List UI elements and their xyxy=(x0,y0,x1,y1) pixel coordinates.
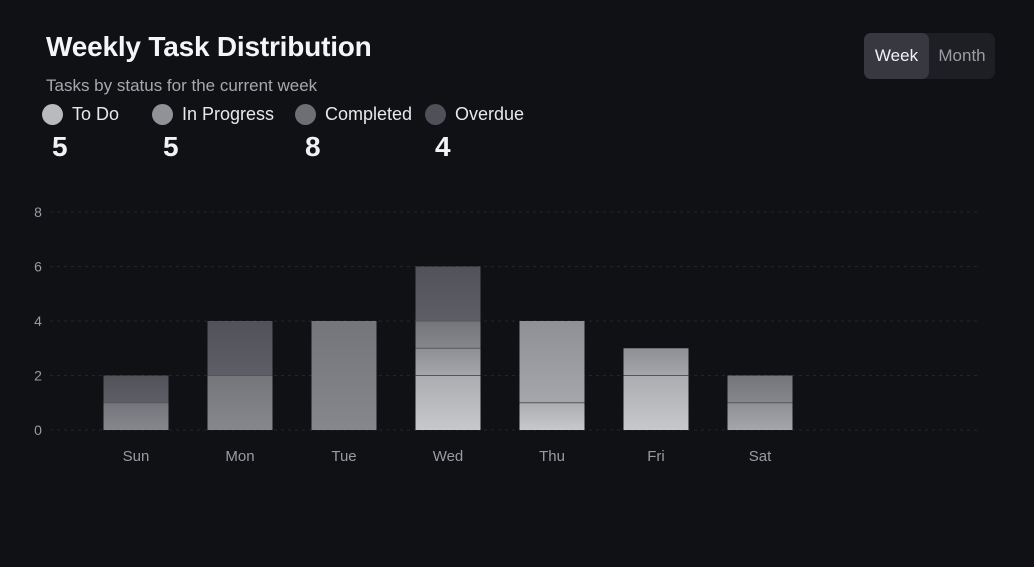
chart-title: Weekly Task Distribution xyxy=(46,31,372,62)
legend-count-overdue: 4 xyxy=(435,131,451,162)
period-toggle: Week Month xyxy=(864,33,995,79)
y-tick-label-6: 6 xyxy=(34,259,42,275)
y-tick-label-0: 0 xyxy=(34,422,42,438)
bar-mon-overdue xyxy=(207,321,273,376)
chart-subtitle: Tasks by status for the current week xyxy=(46,76,318,95)
x-tick-label-fri: Fri xyxy=(647,448,665,465)
bar-sun-overdue xyxy=(103,375,169,403)
x-tick-label-mon: Mon xyxy=(225,448,254,465)
bar-thu-to-do xyxy=(519,402,585,430)
bar-sun-completed xyxy=(103,402,169,430)
to-do-dot-icon xyxy=(42,104,63,125)
legend-count-in-progress: 5 xyxy=(163,131,179,162)
bar-thu-in-progress xyxy=(519,321,585,403)
in-progress-dot-icon xyxy=(152,104,173,125)
legend-label-completed: Completed xyxy=(325,104,413,124)
completed-dot-icon xyxy=(295,104,316,125)
bar-wed-overdue xyxy=(415,266,481,321)
legend-count-completed: 8 xyxy=(305,131,321,162)
status-legend: To Do 5 In Progress 5 Completed 8 Overdu… xyxy=(0,102,600,172)
legend-label-to-do: To Do xyxy=(72,104,120,124)
bar-tue-completed xyxy=(311,321,377,430)
y-tick-label-8: 8 xyxy=(34,204,42,220)
bar-sat-completed xyxy=(727,375,793,403)
y-tick-label-4: 4 xyxy=(34,313,42,329)
y-tick-label-2: 2 xyxy=(34,368,42,384)
bar-mon-completed xyxy=(207,375,273,430)
bar-wed-to-do xyxy=(415,375,481,430)
bar-sat-in-progress xyxy=(727,402,793,430)
bar-fri-in-progress xyxy=(623,348,689,376)
bar-wed-in-progress xyxy=(415,348,481,376)
month-toggle-button[interactable]: Month xyxy=(938,46,986,65)
x-tick-label-wed: Wed xyxy=(433,448,464,465)
legend-label-in-progress: In Progress xyxy=(182,104,275,124)
x-tick-label-sun: Sun xyxy=(123,448,150,465)
x-tick-label-sat: Sat xyxy=(749,448,772,465)
x-tick-label-thu: Thu xyxy=(539,448,565,465)
legend-count-to-do: 5 xyxy=(52,131,68,162)
overdue-dot-icon xyxy=(425,104,446,125)
week-toggle-button[interactable]: Week xyxy=(864,33,929,79)
x-tick-label-tue: Tue xyxy=(331,448,356,465)
bar-fri-to-do xyxy=(623,375,689,430)
legend-label-overdue: Overdue xyxy=(455,104,525,124)
bar-wed-completed xyxy=(415,321,481,349)
